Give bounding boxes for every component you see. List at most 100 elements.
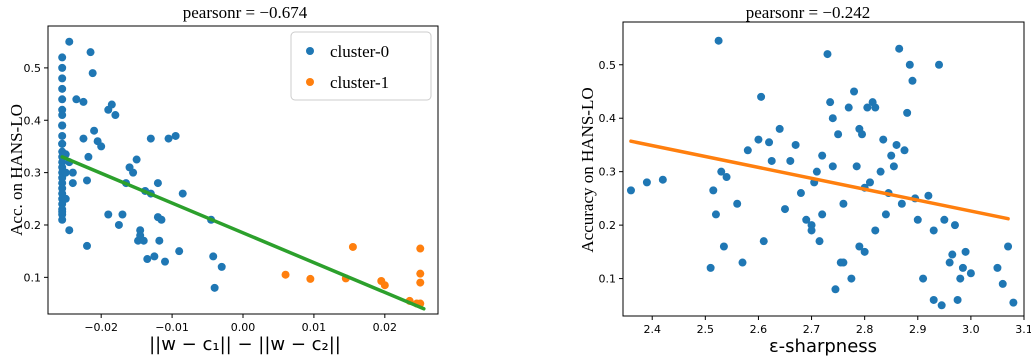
right-x-ticks: 2.4 2.5 2.6 2.7 2.8 2.9 3.0 3.1 xyxy=(643,316,1031,336)
left-point-cluster-0 xyxy=(150,252,159,261)
right-chart: pearsonr = −0.242 0.1 0.2 0.3 0.4 0.5 2.4 2.5… xyxy=(578,3,1031,357)
right-point-point xyxy=(802,215,811,224)
right-point-point xyxy=(858,130,867,139)
left-point-cluster-1 xyxy=(306,274,315,283)
left-point-cluster-1 xyxy=(380,281,389,290)
left-regression-line xyxy=(60,155,426,311)
left-point-cluster-0 xyxy=(58,139,67,148)
right-point-point xyxy=(733,199,742,208)
right-point-point xyxy=(876,167,885,176)
right-point-point xyxy=(807,226,816,235)
left-chart: pearsonr = −0.674 0.10.20.30.40.5 −0.02−… xyxy=(7,3,439,355)
right-point-point xyxy=(850,87,859,96)
right-point-point xyxy=(887,151,896,160)
right-y-tick-label: 0.2 xyxy=(599,219,617,232)
right-point-point xyxy=(780,205,789,214)
right-point-point xyxy=(879,135,888,144)
right-point-point xyxy=(738,258,747,267)
right-point-point xyxy=(775,124,784,133)
right-point-point xyxy=(863,103,872,112)
right-point-point xyxy=(937,301,946,310)
left-point-cluster-0 xyxy=(58,74,67,83)
right-point-point xyxy=(897,199,906,208)
left-chart-title: pearsonr = −0.674 xyxy=(183,3,308,22)
right-point-point xyxy=(714,36,723,45)
right-point-point xyxy=(855,242,864,251)
right-point-point xyxy=(871,103,880,112)
left-point-cluster-0 xyxy=(209,252,218,261)
right-point-point xyxy=(828,114,837,123)
left-point-cluster-0 xyxy=(118,210,127,219)
right-point-point xyxy=(1009,298,1018,307)
left-point-cluster-0 xyxy=(90,126,99,135)
right-point-point xyxy=(754,135,763,144)
left-x-tick-label: 0.01 xyxy=(302,321,327,334)
left-point-cluster-0 xyxy=(68,179,77,188)
right-chart-title: pearsonr = −0.242 xyxy=(746,3,870,22)
right-point-point xyxy=(844,103,853,112)
left-point-cluster-0 xyxy=(178,189,187,198)
left-points xyxy=(58,37,425,308)
right-point-point xyxy=(786,156,795,165)
right-point-point xyxy=(834,130,843,139)
right-point-point xyxy=(865,178,874,187)
left-point-cluster-0 xyxy=(143,255,152,264)
left-point-cluster-0 xyxy=(161,257,169,266)
right-point-point xyxy=(948,250,957,259)
left-point-cluster-0 xyxy=(84,152,93,161)
left-x-tick-label: −0.02 xyxy=(84,321,118,334)
right-point-point xyxy=(826,98,835,107)
right-point-point xyxy=(711,210,720,219)
right-point-point xyxy=(1004,242,1013,251)
right-point-point xyxy=(900,146,909,155)
right-x-tick-label: 3.0 xyxy=(962,323,980,336)
right-x-axis-label: ε-sharpness xyxy=(769,336,877,357)
right-x-tick-label: 2.4 xyxy=(643,323,661,336)
left-y-axis-label: Acc. on HANS-LO xyxy=(7,104,26,236)
left-point-cluster-0 xyxy=(68,168,77,177)
right-x-tick-label: 3.1 xyxy=(1015,323,1031,336)
left-point-cluster-0 xyxy=(164,134,173,143)
right-x-tick-label: 2.9 xyxy=(909,323,927,336)
left-x-tick-label: 0.02 xyxy=(373,321,398,334)
right-point-point xyxy=(908,76,917,85)
left-point-cluster-0 xyxy=(72,95,81,104)
right-y-tick-label: 0.5 xyxy=(599,59,617,72)
left-y-tick-label: 0.2 xyxy=(24,219,42,232)
left-point-cluster-0 xyxy=(65,226,74,235)
left-y-tick-label: 0.4 xyxy=(24,114,42,127)
left-x-tick-label: −0.01 xyxy=(155,321,189,334)
right-point-point xyxy=(919,274,928,283)
right-point-point xyxy=(828,162,837,171)
legend-marker-cluster-1 xyxy=(306,78,314,86)
left-point-cluster-0 xyxy=(217,262,226,271)
left-point-cluster-0 xyxy=(88,69,97,78)
left-legend: cluster-0 cluster-1 xyxy=(290,31,432,101)
right-point-point xyxy=(950,221,959,230)
right-point-point xyxy=(839,258,848,267)
right-y-tick-label: 0.4 xyxy=(599,112,617,125)
right-y-ticks: 0.1 0.2 0.3 0.4 0.5 xyxy=(599,59,623,286)
left-point-cluster-0 xyxy=(155,236,164,245)
left-point-cluster-0 xyxy=(97,142,106,151)
left-point-cluster-1 xyxy=(348,242,357,251)
right-point-point xyxy=(905,60,914,69)
left-point-cluster-0 xyxy=(129,168,138,177)
right-point-point xyxy=(903,108,912,117)
left-point-cluster-0 xyxy=(79,134,88,143)
legend-marker-cluster-0 xyxy=(306,47,314,55)
right-point-point xyxy=(966,269,975,278)
right-point-point xyxy=(818,151,827,160)
right-point-point xyxy=(871,226,880,235)
left-point-cluster-0 xyxy=(132,155,141,164)
legend-box xyxy=(290,31,432,101)
right-point-point xyxy=(796,189,805,198)
left-point-cluster-0 xyxy=(58,84,67,93)
right-point-point xyxy=(839,199,848,208)
right-point-point xyxy=(706,263,715,272)
right-point-point xyxy=(958,263,967,272)
left-point-cluster-0 xyxy=(146,134,155,143)
right-point-point xyxy=(626,186,635,195)
right-point-point xyxy=(929,226,938,235)
right-y-tick-label: 0.1 xyxy=(599,273,617,286)
